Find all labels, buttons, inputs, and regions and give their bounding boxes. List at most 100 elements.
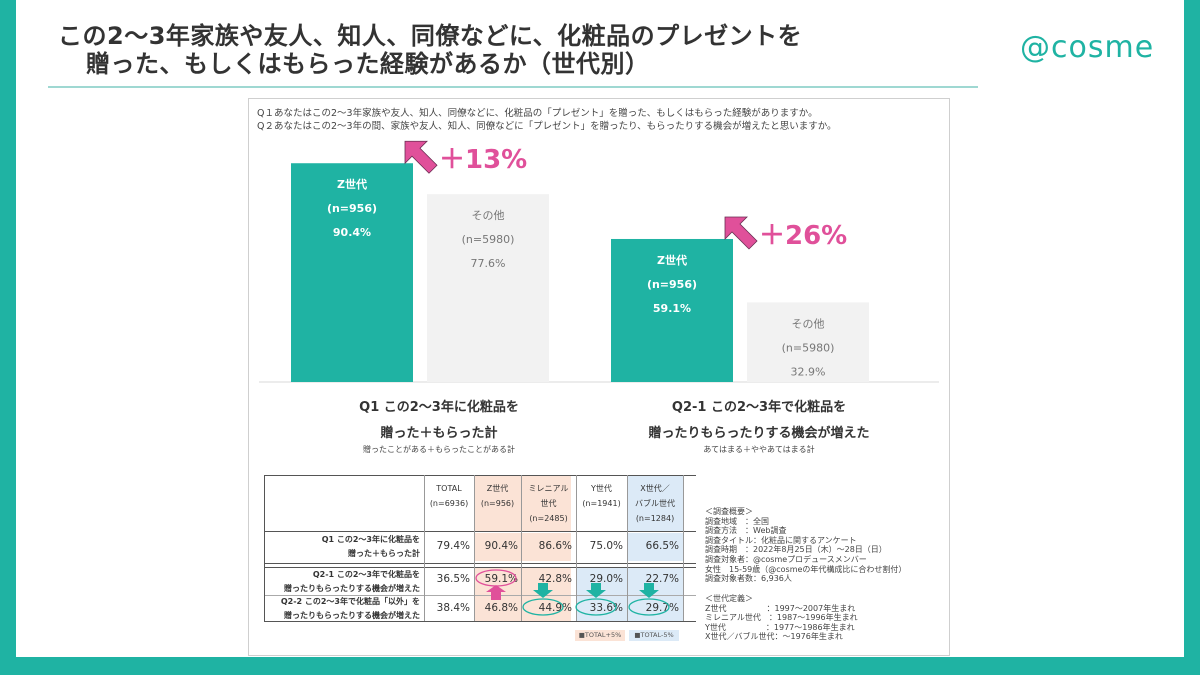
- generation-table: TOTAL (n=6936) Z世代 (n=956) ミレニアル 世代 (n=2…: [264, 475, 696, 627]
- cell-q2-1-x: 22.7%: [645, 573, 679, 585]
- col-header-mil-l1: ミレニアル: [528, 484, 569, 493]
- row-label-q2-2-l1: Q2-2 この2～3年で化粧品「以外」を: [280, 597, 420, 606]
- bar-label-1-0-2: 90.4%: [333, 226, 371, 239]
- title-divider: [48, 86, 978, 88]
- bar-label-1-1-1: (n=5980): [462, 233, 515, 246]
- cell-bg-q1-x: [627, 533, 683, 561]
- legend-plus5: ■TOTAL+5%: [575, 630, 625, 641]
- group2-label-line1: Q2-1 この2～3年で化粧品を: [671, 400, 847, 415]
- cell-bg-q2-y: [576, 567, 627, 621]
- title-line-1: この2～3年家族や友人、知人、同僚などに、化粧品のプレゼントを: [58, 22, 803, 50]
- table-rule-2: [264, 563, 696, 564]
- legend-minus5: ■TOTAL-5%: [629, 630, 679, 641]
- cell-q1-y: 75.0%: [589, 540, 623, 552]
- col-header-z: Z世代 (n=956): [474, 481, 521, 511]
- cell-bg-header-z: [474, 475, 521, 531]
- col-header-x-l2: バブル世代: [635, 499, 675, 508]
- col-header-x-l1: X世代／: [640, 484, 670, 493]
- cell-bg-q1-z: [474, 533, 521, 561]
- row-label-q2-1: Q2-1 この2～3年で化粧品を 贈ったりもらったりする機会が増えた: [266, 568, 420, 596]
- bar-1-other: [427, 194, 549, 382]
- cell-bg-header-x: [627, 475, 683, 531]
- bar-label-2-0-1: (n=956): [647, 278, 697, 291]
- table-rule-1: [264, 531, 696, 532]
- bar-label-1-0-1: (n=956): [327, 202, 377, 215]
- bar-label-2-0-0: Z世代: [657, 253, 687, 267]
- col-header-mil-n: (n=2485): [529, 514, 568, 523]
- cell-bg-q2-x: [627, 567, 683, 621]
- row-label-q2-1-l1: Q2-1 この2～3年で化粧品を: [312, 570, 420, 579]
- bar-label-2-1-0: その他: [792, 317, 825, 330]
- col-header-y-l2: Y世代: [591, 484, 612, 493]
- circle-q2-2-y: [575, 598, 617, 616]
- table-border-bottom: [264, 621, 696, 622]
- group1-label-line1: Q1 この2～3年に化粧品を: [359, 400, 519, 415]
- frame-bottom-band: [0, 657, 1200, 675]
- bar-chart: Z世代 (n=956) 90.4% その他 (n=5980) 77.6% ＋13% Z世代 (n…: [259, 140, 939, 383]
- down-arrow-icon: [533, 583, 553, 598]
- cell-q2-2-x: 29.7%: [645, 602, 679, 614]
- cell-q1-total: 79.4%: [436, 540, 470, 552]
- table-col-line-5: [683, 475, 684, 621]
- diff-arrow-icon: [724, 216, 758, 250]
- row-label-q1: Q1 この2～3年に化粧品を 贈った＋もらった計: [266, 533, 420, 561]
- cell-q1-millennial: 86.6%: [538, 540, 572, 552]
- circle-q2-1-z: [475, 569, 517, 587]
- down-arrow-icon: [639, 583, 659, 598]
- chart-panel: Q１あなたはこの2～3年家族や友人、知人、同僚などに、化粧品の「プレゼント」を贈…: [248, 98, 950, 656]
- cosme-logo: @cosme: [1020, 30, 1155, 65]
- col-header-y-n: (n=1941): [582, 499, 621, 508]
- table-rule-4: [264, 595, 696, 596]
- col-header-x-n: (n=1284): [635, 514, 675, 523]
- bar-label-2-1-1: (n=5980): [782, 341, 835, 354]
- title-line-2: 贈った、もしくはもらった経験があるか（世代別）: [86, 50, 650, 78]
- group2-sublabel: あてはまる＋ややあてはまる計: [703, 445, 815, 454]
- down-arrow-icon: [586, 583, 606, 598]
- col-header-z-l2: Z世代: [486, 484, 509, 493]
- circle-q2-2-millennial: [522, 598, 564, 616]
- bar-2-other: [747, 302, 869, 382]
- col-header-total-l2: TOTAL: [436, 484, 462, 493]
- bar-1-z: [291, 163, 413, 382]
- cell-bg-header-mil: [521, 475, 571, 531]
- table-border-top: [264, 475, 696, 476]
- table-col-line-2: [521, 475, 522, 621]
- bar-label-1-0-0: Z世代: [337, 177, 367, 191]
- table-col-line-0: [424, 475, 425, 621]
- row-label-q2-1-l2: 贈ったりもらったりする機会が増えた: [284, 584, 420, 593]
- table-border-left: [264, 475, 265, 621]
- bar-label-2-0-2: 59.1%: [653, 302, 691, 315]
- frame-left-band: [0, 0, 16, 675]
- table-col-line-4: [627, 475, 628, 621]
- table-markers: [475, 569, 670, 616]
- circle-q2-2-x: [628, 598, 670, 616]
- diff-label-1: ＋13%: [439, 145, 527, 175]
- row-label-q1-l1: Q1 この2～3年に化粧品を: [321, 535, 420, 544]
- col-header-total-n: (n=6936): [429, 499, 469, 508]
- generation-definitions: ＜世代定義＞ Z世代 ：1997～2007年生まれ ミレニアル世代 ：1987～…: [705, 594, 858, 642]
- cell-q2-2-millennial: 44.9%: [538, 602, 572, 614]
- bar-2-z: [611, 238, 733, 382]
- table-col-line-1: [474, 475, 475, 621]
- cell-q2-2-total: 38.4%: [436, 602, 470, 614]
- cell-q1-x: 66.5%: [645, 540, 679, 552]
- question-1-text: Q１あなたはこの2～3年家族や友人、知人、同僚などに、化粧品の「プレゼント」を贈…: [257, 108, 818, 119]
- col-header-z-n: (n=956): [480, 499, 515, 508]
- bar-label-1-1-0: その他: [472, 209, 505, 222]
- group2-label-line2: 贈ったりもらったりする機会が増えた: [648, 426, 870, 441]
- row-label-q2-2: Q2-2 この2～3年で化粧品「以外」を 贈ったりもらったりする機会が増えた: [266, 595, 420, 623]
- col-header-y: Y世代 (n=1941): [576, 481, 627, 511]
- diff-arrow-icon: [404, 140, 438, 174]
- col-header-total: TOTAL (n=6936): [424, 481, 474, 511]
- bar-label-1-1-2: 77.6%: [471, 257, 506, 270]
- cell-q2-1-millennial: 42.8%: [538, 573, 572, 585]
- frame-right-band: [1184, 0, 1200, 675]
- col-header-mil-l2: 世代: [540, 499, 557, 508]
- table-rule-3: [264, 567, 696, 568]
- cell-q2-2-z: 46.8%: [484, 602, 518, 614]
- group1-sublabel: 贈ったことがある＋もらったことがある計: [363, 445, 515, 454]
- row-label-q1-l2: 贈った＋もらった計: [348, 549, 420, 558]
- survey-notes: ＜調査概要＞ 調査地域 ：全国 調査方法 ：Web調査 調査タイトル：化粧品に関…: [705, 507, 907, 584]
- col-header-millennial: ミレニアル 世代 (n=2485): [521, 481, 576, 526]
- cell-q2-1-y: 29.0%: [589, 573, 623, 585]
